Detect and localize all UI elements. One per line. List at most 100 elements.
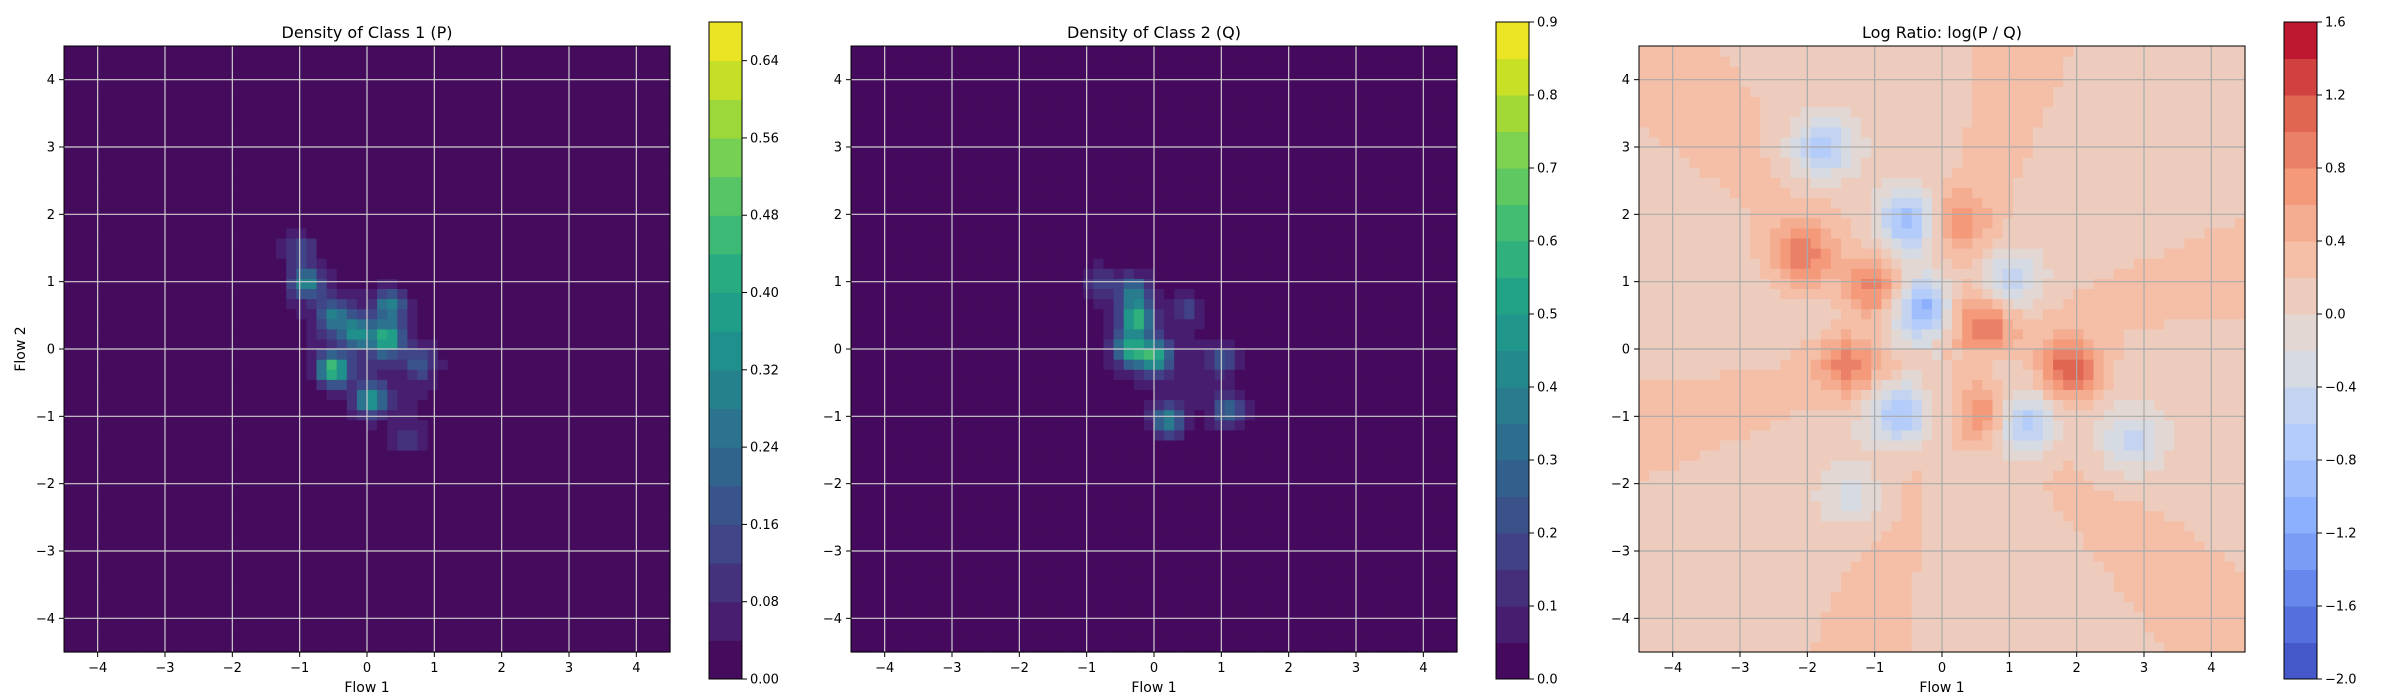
heatmap-cell [982, 136, 993, 148]
heatmap-cell [104, 157, 116, 168]
heatmap-cell [659, 298, 671, 310]
heatmap-cell [195, 359, 206, 370]
heatmap-cell [427, 540, 439, 552]
heatmap-cell [629, 439, 641, 451]
heatmap-cell [649, 359, 661, 370]
heatmap-cell [538, 540, 550, 552]
heatmap-cell [508, 409, 520, 421]
heatmap-cell [387, 126, 398, 138]
heatmap-cell [326, 227, 338, 239]
heatmap-cell [851, 540, 862, 552]
heatmap-cell [245, 399, 257, 411]
heatmap-cell [367, 278, 378, 289]
heatmap-cell [316, 278, 328, 289]
heatmap-cell [326, 591, 338, 603]
heatmap-cell [427, 419, 439, 431]
heatmap-cell [245, 349, 257, 360]
heatmap-cell [891, 136, 903, 148]
heatmap-cell [861, 66, 872, 77]
heatmap-cell [508, 56, 520, 67]
heatmap-cell [154, 197, 166, 209]
heatmap-cell [346, 419, 358, 431]
heatmap-cell [377, 460, 388, 471]
heatmap-cell [488, 359, 499, 370]
heatmap-cell [881, 561, 892, 572]
heatmap-cell [326, 197, 338, 209]
heatmap-cell [286, 349, 297, 360]
heatmap-cell [538, 571, 550, 582]
heatmap-cell [972, 540, 983, 552]
heatmap-cell [508, 500, 520, 512]
heatmap-cell [377, 601, 388, 613]
heatmap-cell [851, 530, 862, 542]
heatmap-cell [1022, 177, 1034, 188]
heatmap-cell [972, 227, 983, 239]
heatmap-cell [1002, 338, 1014, 350]
heatmap-cell [599, 318, 610, 330]
heatmap-cell [1053, 500, 1064, 512]
heatmap-cell [457, 520, 469, 532]
heatmap-cell [64, 399, 75, 411]
heatmap-cell [447, 510, 459, 522]
heatmap-cell [579, 510, 590, 522]
heatmap-cell [548, 157, 560, 168]
heatmap-cell [457, 106, 469, 118]
heatmap-cell [931, 96, 943, 108]
heatmap-cell [1032, 591, 1044, 603]
heatmap-cell [195, 288, 206, 300]
heatmap-cell [235, 419, 247, 431]
heatmap-cell [1002, 399, 1014, 411]
heatmap-cell [235, 450, 247, 461]
heatmap-cell [589, 66, 600, 77]
heatmap-cell [326, 601, 338, 613]
heatmap-cell [124, 318, 136, 330]
heatmap-cell [356, 76, 368, 87]
heatmap-cell [114, 631, 126, 643]
heatmap-cell [952, 510, 963, 522]
heatmap-cell [488, 551, 499, 562]
heatmap-cell [205, 641, 217, 653]
heatmap-cell [144, 520, 156, 532]
heatmap-cell [397, 126, 408, 138]
heatmap-cell [437, 399, 449, 411]
heatmap-cell [952, 561, 963, 572]
heatmap-cell [134, 46, 146, 57]
heatmap-cell [255, 338, 267, 350]
heatmap-cell [346, 248, 358, 259]
heatmap-cell [972, 157, 983, 168]
heatmap-cell [266, 136, 277, 148]
heatmap-cell [478, 520, 489, 532]
heatmap-cell [205, 227, 217, 239]
heatmap-cell [992, 106, 1004, 118]
heatmap-cell [589, 601, 600, 613]
heatmap-cell [488, 46, 499, 57]
heatmap-cell [518, 66, 530, 77]
heatmap-cell [437, 631, 449, 643]
heatmap-cell [952, 349, 963, 360]
heatmap-cell [276, 86, 287, 98]
heatmap-cell [659, 510, 671, 522]
heatmap-cell [185, 136, 196, 148]
heatmap-cell [941, 490, 953, 502]
heatmap-cell [94, 126, 105, 138]
heatmap-cell [528, 328, 540, 340]
heatmap-cell [205, 116, 217, 128]
heatmap-cell [134, 409, 146, 421]
heatmap-cell [336, 96, 348, 108]
heatmap-cell [599, 157, 610, 168]
heatmap-cell [215, 641, 227, 653]
heatmap-cell [1002, 530, 1014, 542]
heatmap-cell [154, 500, 166, 512]
heatmap-cell [851, 480, 862, 491]
heatmap-cell [276, 641, 287, 653]
heatmap-cell [639, 288, 651, 300]
heatmap-cell [861, 460, 872, 471]
heatmap-cell [427, 76, 439, 87]
heatmap-cell [165, 217, 176, 229]
heatmap-cell [427, 470, 439, 481]
heatmap-cell [296, 621, 307, 633]
heatmap-cell [427, 591, 439, 603]
heatmap-cell [235, 520, 247, 532]
heatmap-cell [931, 66, 943, 77]
heatmap-cell [276, 429, 287, 441]
